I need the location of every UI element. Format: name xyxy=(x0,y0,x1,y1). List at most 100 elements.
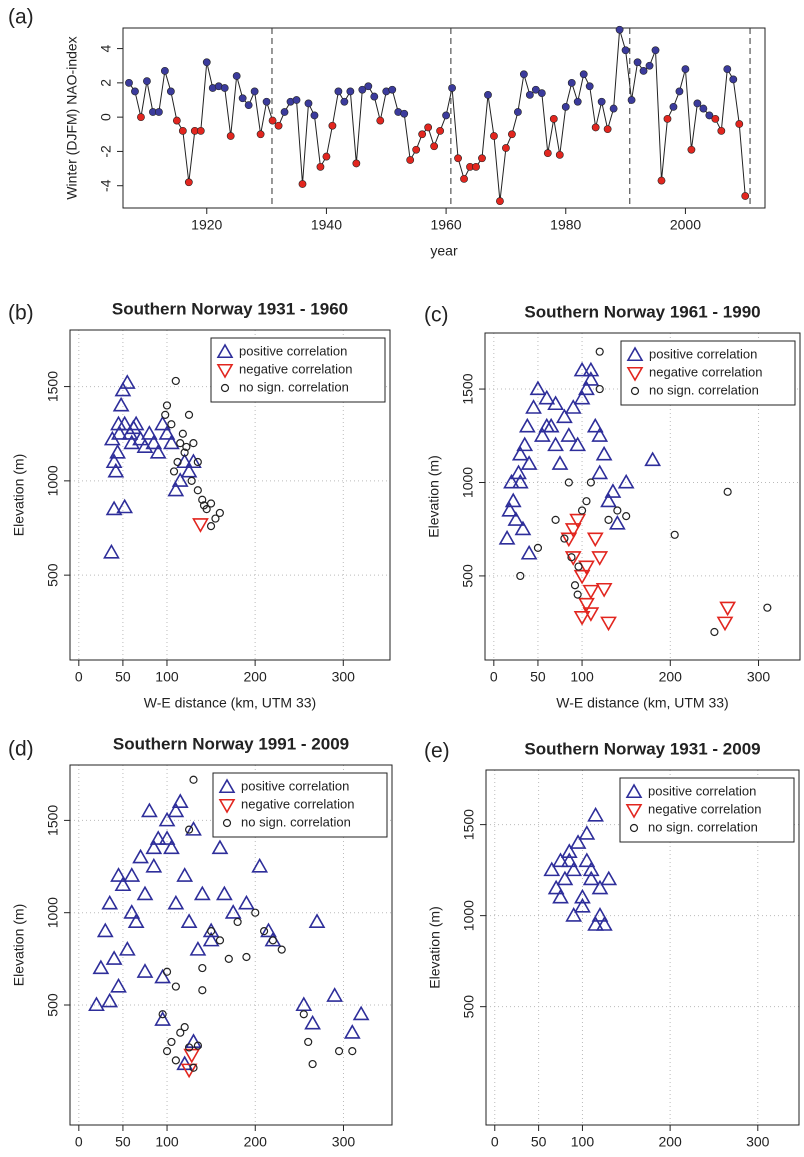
point xyxy=(569,834,587,849)
point xyxy=(189,1063,198,1072)
point xyxy=(185,453,202,469)
nao-point xyxy=(244,101,253,110)
point xyxy=(149,443,167,459)
legend-label: positive correlation xyxy=(239,343,347,358)
point xyxy=(167,420,176,429)
point xyxy=(600,870,618,886)
point xyxy=(574,888,591,904)
point xyxy=(184,825,194,834)
nao-point xyxy=(340,97,349,106)
point xyxy=(136,963,154,978)
nao-point xyxy=(322,152,331,161)
point xyxy=(114,381,132,397)
point xyxy=(154,968,172,984)
nao-point xyxy=(699,104,708,113)
nao-point xyxy=(125,78,133,87)
x-tick-label: 1980 xyxy=(550,217,581,233)
nao-point xyxy=(711,114,720,123)
point xyxy=(187,476,196,485)
point xyxy=(591,879,609,895)
point xyxy=(184,410,194,419)
nao-point xyxy=(675,87,684,96)
point xyxy=(352,1005,370,1021)
x-tick-label: 50 xyxy=(115,1134,131,1150)
point xyxy=(215,508,224,518)
y-tick-label: 500 xyxy=(45,563,61,587)
point xyxy=(582,497,591,506)
nao-point xyxy=(232,72,241,80)
plot-frame xyxy=(485,769,800,1126)
point xyxy=(529,380,547,396)
point xyxy=(224,954,233,963)
point xyxy=(96,922,114,938)
point xyxy=(564,523,582,538)
point xyxy=(259,927,269,936)
point xyxy=(573,361,591,377)
nao-point xyxy=(454,154,462,163)
nao-point xyxy=(256,130,265,139)
x-tick-label: 200 xyxy=(243,669,267,685)
x-tick-label: 50 xyxy=(115,669,131,685)
point xyxy=(763,603,772,612)
nao-point xyxy=(160,66,169,75)
nao-point xyxy=(370,92,379,101)
x-tick-label: 1940 xyxy=(311,217,342,233)
point xyxy=(595,445,613,461)
nao-point xyxy=(525,90,534,99)
legend-label: no sign. correlation xyxy=(239,379,349,394)
nao-point xyxy=(334,87,343,96)
x-tick-label: 300 xyxy=(332,1134,356,1150)
nao-point xyxy=(262,97,271,106)
x-tick-label: 300 xyxy=(332,669,356,685)
nao-point xyxy=(424,123,433,132)
point xyxy=(308,913,326,928)
point xyxy=(162,1047,172,1056)
point xyxy=(127,913,145,928)
point xyxy=(118,374,136,389)
point xyxy=(565,907,583,922)
point xyxy=(158,425,176,440)
nao-point xyxy=(693,99,702,108)
nao-point xyxy=(729,75,738,84)
point xyxy=(569,436,587,452)
nao-point xyxy=(609,104,618,113)
nao-point xyxy=(531,85,540,94)
point xyxy=(573,569,591,585)
nao-point xyxy=(549,114,558,123)
nao-point xyxy=(579,70,588,79)
point xyxy=(251,908,260,917)
point xyxy=(171,472,189,487)
nao-point xyxy=(178,126,187,135)
x-axis-label: W-E distance (km, UTM 33) xyxy=(556,695,728,711)
point xyxy=(547,879,565,895)
point xyxy=(518,417,536,433)
legend-marker xyxy=(625,783,643,799)
point xyxy=(211,839,229,855)
point xyxy=(103,430,121,446)
nao-point xyxy=(567,78,576,87)
legend-label: negative correlation xyxy=(241,796,354,811)
y-tick-label: 1000 xyxy=(45,465,61,496)
point xyxy=(716,616,734,632)
point xyxy=(167,481,185,497)
point xyxy=(149,830,167,845)
legend-marker xyxy=(629,823,639,833)
x-tick-label: 200 xyxy=(659,669,683,685)
nao-point xyxy=(663,114,672,123)
point xyxy=(498,529,516,545)
nao-point xyxy=(573,97,582,106)
point xyxy=(573,610,591,626)
point xyxy=(123,867,141,882)
nao-point xyxy=(358,85,367,94)
legend-marker xyxy=(625,803,643,819)
nao-point xyxy=(184,178,193,187)
point xyxy=(520,544,538,560)
y-tick-label: 1500 xyxy=(461,809,477,840)
point xyxy=(110,977,127,993)
nao-point xyxy=(304,99,313,108)
point xyxy=(570,581,580,590)
point xyxy=(268,936,278,945)
point xyxy=(189,439,198,448)
point xyxy=(110,425,128,440)
point xyxy=(176,867,194,882)
